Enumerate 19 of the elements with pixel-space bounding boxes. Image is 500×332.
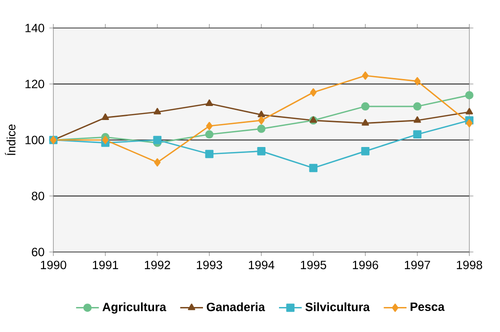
y-tick-label: 120 bbox=[26, 80, 44, 88]
legend-label: Pesca bbox=[410, 302, 445, 311]
x-tick-label: 1996 bbox=[352, 260, 378, 270]
y-axis-title: Índice bbox=[4, 124, 16, 156]
legend-label: Agricultura bbox=[102, 302, 166, 314]
x-tick-label: 1998 bbox=[456, 260, 482, 270]
legend-label: Ganaderia bbox=[206, 302, 266, 312]
y-tick-label: 140 bbox=[26, 24, 44, 32]
x-tick-label: 1992 bbox=[144, 260, 170, 270]
x-tick-label: 1990 bbox=[40, 260, 66, 270]
x-tick-label: 1997 bbox=[404, 260, 430, 270]
y-tick-label: 60 bbox=[32, 248, 44, 256]
y-tick-label: 100 bbox=[26, 136, 44, 144]
x-tick-label: 1991 bbox=[92, 260, 118, 270]
x-tick-label: 1995 bbox=[300, 260, 326, 270]
x-tick-label: 1994 bbox=[248, 260, 274, 270]
x-tick-label: 1993 bbox=[196, 260, 222, 270]
y-tick-label: 80 bbox=[32, 192, 44, 200]
legend-label: Silvicultura bbox=[305, 302, 370, 312]
